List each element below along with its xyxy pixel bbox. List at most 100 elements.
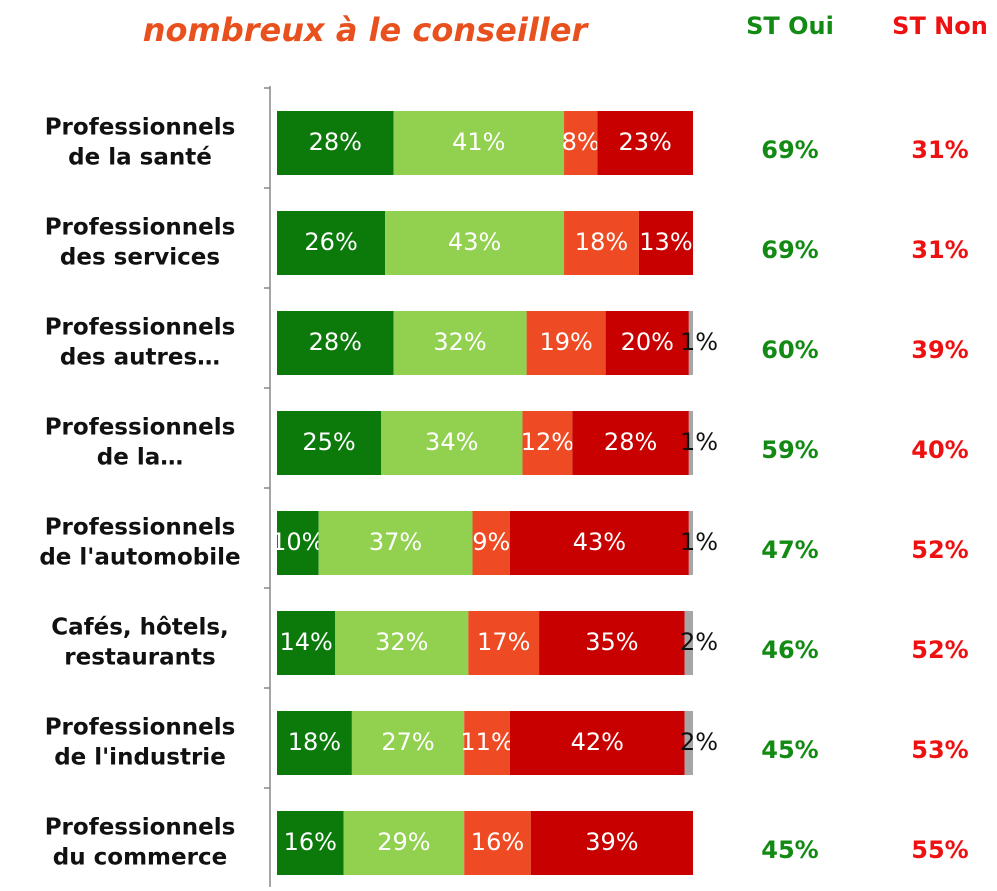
value-label: 8% <box>562 128 600 156</box>
value-label: 28% <box>604 428 657 456</box>
value-label: 9% <box>472 528 510 556</box>
category-label: Professionnels <box>45 115 236 141</box>
column-header: ST Non <box>892 12 988 40</box>
category-label: du commerce <box>53 845 227 871</box>
column-value: 45% <box>761 836 818 864</box>
bar-segment <box>472 511 510 575</box>
column-value: 52% <box>911 636 968 664</box>
bar-segment <box>684 611 693 675</box>
value-label: 16% <box>284 828 337 856</box>
column-value: 39% <box>911 336 968 364</box>
category-label: Professionnels <box>45 215 236 241</box>
value-label: 29% <box>377 828 430 856</box>
category-label: Professionnels <box>45 315 236 341</box>
value-label: 13% <box>639 228 692 256</box>
category-label: de la… <box>97 445 183 471</box>
bar-segment <box>539 611 685 675</box>
bar-segment <box>688 511 693 575</box>
bar-segment <box>564 111 598 175</box>
value-label: 43% <box>448 228 501 256</box>
column-value: 46% <box>761 636 818 664</box>
bar-segment <box>509 711 685 775</box>
bar-segment <box>277 311 394 375</box>
bar-segment <box>572 411 689 475</box>
value-label: 32% <box>375 628 428 656</box>
category-label: des autres… <box>60 345 220 371</box>
category-label: Professionnels <box>45 415 236 441</box>
value-label: 1% <box>680 528 718 556</box>
bar-segment <box>522 411 573 475</box>
bar-segment <box>277 111 394 175</box>
category-label: restaurants <box>64 645 215 671</box>
category-label: des services <box>60 245 220 271</box>
column-value: 40% <box>911 436 968 464</box>
value-label: 41% <box>452 128 505 156</box>
bar-segment <box>688 411 693 475</box>
value-label: 18% <box>288 728 341 756</box>
bar-segment <box>393 311 527 375</box>
value-label: 37% <box>369 528 422 556</box>
value-label: 32% <box>433 328 486 356</box>
column-value: 69% <box>761 236 818 264</box>
value-label: 1% <box>680 428 718 456</box>
value-label: 43% <box>573 528 626 556</box>
column-value: 53% <box>911 736 968 764</box>
category-label: Professionnels <box>45 715 236 741</box>
bar-segment <box>638 211 693 275</box>
category-label: Cafés, hôtels, <box>51 615 229 641</box>
bar-segment <box>688 311 693 375</box>
bar-segment <box>530 811 693 875</box>
category-label: de la santé <box>68 145 212 171</box>
bar-segment <box>318 511 473 575</box>
bar-segment <box>684 711 693 775</box>
category-label: de l'automobile <box>39 545 240 571</box>
bar-segment <box>468 611 540 675</box>
value-label: 39% <box>585 828 638 856</box>
bar-segment <box>526 311 606 375</box>
value-label: 18% <box>575 228 628 256</box>
bar-segment <box>277 511 319 575</box>
column-header: ST Oui <box>746 12 834 40</box>
column-value: 52% <box>911 536 968 564</box>
category-label: Professionnels <box>45 815 236 841</box>
bar-segment <box>343 811 465 875</box>
category-label: de l'industrie <box>54 745 226 771</box>
bar-segment <box>464 811 531 875</box>
value-label: 2% <box>680 728 718 756</box>
bar-segment <box>351 711 465 775</box>
bar-segment <box>464 711 510 775</box>
bar-segment <box>381 411 523 475</box>
column-value: 59% <box>761 436 818 464</box>
value-label: 17% <box>477 628 530 656</box>
value-label: 14% <box>279 628 332 656</box>
value-label: 2% <box>680 628 718 656</box>
value-label: 1% <box>680 328 718 356</box>
category-label: Professionnels <box>45 515 236 541</box>
column-value: 45% <box>761 736 818 764</box>
value-label: 25% <box>302 428 355 456</box>
bar-segment <box>564 211 639 275</box>
value-label: 34% <box>425 428 478 456</box>
bar-segment <box>277 211 386 275</box>
bar-segment <box>277 811 344 875</box>
bar-segment <box>393 111 565 175</box>
value-label: 35% <box>585 628 638 656</box>
value-label: 16% <box>471 828 524 856</box>
column-value: 55% <box>911 836 968 864</box>
value-label: 26% <box>304 228 357 256</box>
column-value: 31% <box>911 236 968 264</box>
value-label: 19% <box>539 328 592 356</box>
chart-title: nombreux à le conseiller <box>143 11 590 49</box>
bar-segment <box>605 311 689 375</box>
bar-segment <box>385 211 565 275</box>
bar-segment <box>335 611 469 675</box>
value-label: 28% <box>309 328 362 356</box>
bar-segment <box>509 511 689 575</box>
bar-segment <box>277 411 381 475</box>
value-label: 42% <box>571 728 624 756</box>
value-label: 27% <box>381 728 434 756</box>
value-label: 10% <box>271 528 324 556</box>
value-label: 20% <box>621 328 674 356</box>
bar-segment <box>277 611 336 675</box>
